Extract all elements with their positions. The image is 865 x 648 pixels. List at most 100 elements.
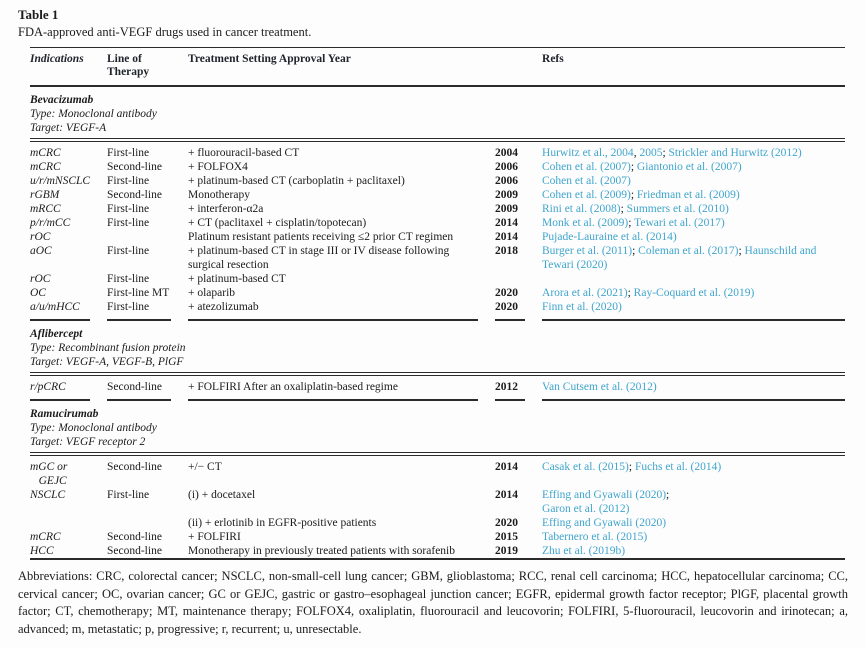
approval-year-cell: 2019	[495, 545, 518, 557]
refs-cell: Van Cutsem et al. (2012)	[542, 374, 845, 394]
ref-link[interactable]: 2005	[639, 147, 663, 159]
refs-cell: Effing and Gyawali (2020); Garon et al. (…	[542, 488, 845, 516]
approval-year-cell: 2014	[495, 461, 518, 473]
table-body: Bevacizumab Type: Monoclonal antibody Targ…	[30, 86, 846, 559]
indication-cell: mGC or GEJC	[30, 461, 68, 487]
section-rule-cell	[188, 394, 495, 401]
line-of-therapy-cell	[107, 516, 188, 530]
approval-year-cell: 2006	[495, 175, 518, 187]
ref-link[interactable]: Effing and Gyawali (2020)	[542, 489, 667, 501]
treatment-cell: + FOLFOX4	[188, 161, 248, 173]
section-rule	[542, 319, 846, 321]
ref-link[interactable]: Garon et al. (2012)	[542, 503, 630, 515]
section-rule	[188, 399, 478, 401]
ref-link[interactable]: Coleman et al. (2017)	[638, 245, 739, 257]
section-rule-cell	[107, 314, 188, 321]
treatment-cell: + atezolizumab	[188, 301, 259, 313]
line-of-therapy-cell: First-line	[107, 175, 150, 187]
ref-link[interactable]: Effing and Gyawali (2020)	[542, 517, 667, 529]
approval-year-cell	[495, 272, 542, 286]
drug-type: Type: Recombinant fusion protein	[30, 342, 186, 354]
drug-header-row: Ramucirumab	[30, 401, 845, 421]
drug-type: Type: Monoclonal antibody	[30, 422, 157, 434]
ref-link[interactable]: Ray-Coquard et al. (2019)	[633, 287, 755, 299]
ref-link[interactable]: Cohen et al. (2007)	[542, 175, 631, 187]
col-header-line-of-therapy: Line of Therapy	[107, 47, 188, 87]
ref-link[interactable]: Friedman et al. (2009)	[636, 189, 740, 201]
ref-link[interactable]: Cohen et al. (2007)	[542, 161, 631, 173]
indication-cell: p/r/mCC	[30, 217, 71, 229]
ref-link[interactable]: Giantonio et al. (2007)	[636, 161, 742, 173]
ref-link[interactable]: Pujade-Lauraine et al. (2014)	[542, 231, 677, 243]
refs-cell: Zhu et al. (2019b)	[542, 544, 845, 559]
refs-cell: Pujade-Lauraine et al. (2014)	[542, 230, 845, 244]
refs-cell: Cohen et al. (2007)	[542, 174, 845, 188]
table-row: mRCC First-line + interferon-α2a 2009 Rini e…	[30, 202, 845, 216]
approval-year-cell: 2006	[495, 161, 518, 173]
section-rule-cell	[30, 394, 107, 401]
treatment-cell: + fluorouracil-based CT	[188, 147, 300, 159]
drug-type: Type: Monoclonal antibody	[30, 108, 157, 120]
ref-link[interactable]: Finn et al. (2020)	[542, 301, 622, 313]
line-of-therapy-cell: First-line	[107, 217, 150, 229]
ref-separator: ;	[620, 203, 627, 215]
treatment-cell: + platinum-based CT (carboplatin + pacli…	[188, 175, 405, 187]
ref-link[interactable]: Zhu et al. (2019b)	[542, 545, 626, 557]
treatment-cell: + olaparib	[188, 287, 236, 299]
indication-cell: HCC	[30, 545, 54, 557]
ref-separator: ;	[666, 489, 670, 501]
ref-link[interactable]: Tewari et al. (2017)	[634, 217, 725, 229]
ref-link[interactable]: Burger et al. (2011)	[542, 245, 633, 257]
ref-link[interactable]: Rini et al. (2008)	[542, 203, 621, 215]
section-rule-cell	[188, 314, 495, 321]
drug-header-row: Target: VEGF-A	[30, 121, 846, 142]
drug-name: Aflibercept	[30, 328, 83, 340]
ref-link[interactable]: Hurwitz et al., 2004	[542, 147, 634, 159]
approval-year-cell: 2020	[495, 517, 518, 529]
table-row: u/r/mNSCLC First-line + platinum-based CT …	[30, 174, 845, 188]
table-row: a/u/mHCC First-line + atezolizumab 2020 Finn…	[30, 300, 845, 314]
line-of-therapy-cell: First-line	[107, 301, 150, 313]
ref-link[interactable]: Monk et al. (2009)	[542, 217, 629, 229]
ref-link[interactable]: Van Cutsem et al. (2012)	[542, 381, 657, 393]
ref-link[interactable]: Summers et al. (2010)	[626, 203, 729, 215]
ref-link[interactable]: Arora et al. (2021)	[542, 287, 628, 299]
drug-header-row: Type: Recombinant fusion protein	[30, 341, 845, 355]
line-of-therapy-cell: Second-line	[107, 189, 162, 201]
ref-link[interactable]: Cohen et al. (2009)	[542, 189, 631, 201]
section-rule-cell	[542, 314, 846, 321]
line-of-therapy-cell	[107, 230, 188, 244]
approval-year-cell: 2009	[495, 203, 518, 215]
table-row: mGC or GEJC Second-line +/− CT 2014 Casak et…	[30, 454, 845, 488]
drug-header-row: Type: Monoclonal antibody	[30, 107, 845, 121]
ref-link[interactable]: Tabernero et al. (2015)	[542, 531, 648, 543]
table-row: rGBM Second-line Monotherapy 2009 Cohen et a…	[30, 188, 845, 202]
ref-link[interactable]: Fuchs et al. (2014)	[634, 461, 722, 473]
ref-link[interactable]: Strickler and Hurwitz (2012)	[668, 147, 802, 159]
section-rule-cell	[30, 314, 107, 321]
treatment-cell: + FOLFIRI After an oxaliplatin-based reg…	[188, 381, 398, 393]
treatment-cell: (i) + docetaxel	[188, 489, 256, 501]
section-rule	[107, 319, 171, 321]
treatment-cell: + FOLFIRI	[188, 531, 241, 543]
refs-cell: Casak et al. (2015); Fuchs et al. (2014)	[542, 454, 845, 488]
refs-cell: Tabernero et al. (2015)	[542, 530, 845, 544]
table-row: rOC Platinum resistant patients receiving…	[30, 230, 845, 244]
indication-cell: rGBM	[30, 189, 60, 201]
ref-separator: ;	[627, 287, 634, 299]
line-of-therapy-cell: Second-line	[107, 531, 162, 543]
section-rule	[107, 399, 171, 401]
table-row: p/r/mCC First-line + CT (paclitaxel + cisp…	[30, 216, 845, 230]
refs-cell	[542, 272, 845, 286]
ref-separator: ;	[628, 461, 635, 473]
approval-year-cell: 2012	[495, 381, 518, 393]
ref-link[interactable]: Casak et al. (2015)	[542, 461, 629, 473]
indication-cell: aOC	[30, 245, 52, 257]
indication-cell: mRCC	[30, 203, 61, 215]
fda-drug-table: Indications Line of Therapy Treatment Se…	[30, 47, 846, 560]
section-rule	[30, 319, 90, 321]
treatment-cell: + platinum-based CT in stage III or IV d…	[188, 245, 450, 271]
ref-link[interactable]: Haunschild and Tewari (2020)	[542, 245, 817, 271]
indication-cell: a/u/mHCC	[30, 301, 80, 313]
section-rule	[30, 399, 90, 401]
